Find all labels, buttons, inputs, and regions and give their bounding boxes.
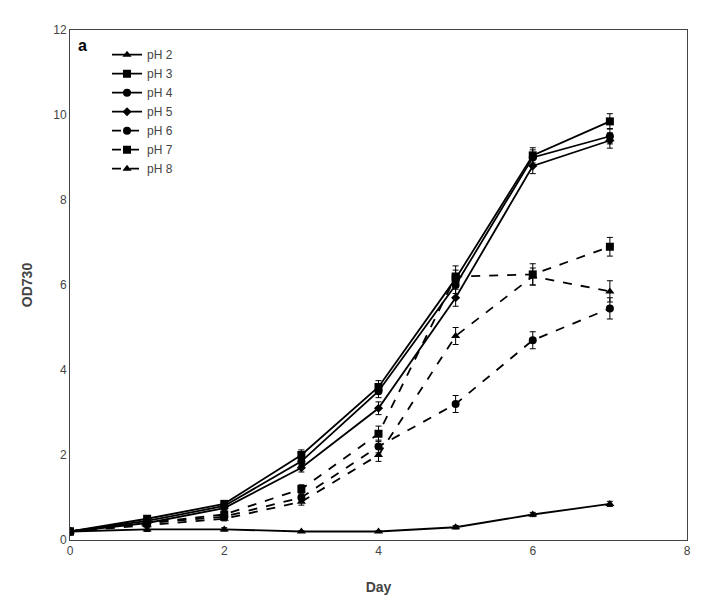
svg-text:4: 4 [60, 363, 67, 377]
svg-text:6: 6 [529, 544, 536, 558]
svg-text:pH 7: pH 7 [147, 143, 173, 157]
svg-text:8: 8 [60, 193, 67, 207]
svg-text:pH 4: pH 4 [147, 86, 173, 100]
svg-text:a: a [78, 37, 87, 54]
svg-text:6: 6 [60, 278, 67, 292]
svg-text:10: 10 [53, 108, 67, 122]
svg-text:12: 12 [53, 23, 67, 37]
svg-text:4: 4 [375, 544, 382, 558]
svg-text:2: 2 [60, 448, 67, 462]
svg-text:0: 0 [60, 533, 67, 547]
svg-text:0: 0 [67, 544, 74, 558]
svg-text:2: 2 [221, 544, 228, 558]
svg-text:pH 5: pH 5 [147, 105, 173, 119]
svg-text:8: 8 [684, 544, 691, 558]
svg-text:OD730: OD730 [19, 263, 35, 308]
svg-text:pH 8: pH 8 [147, 162, 173, 176]
svg-text:Day: Day [366, 579, 392, 595]
svg-text:pH 2: pH 2 [147, 48, 173, 62]
svg-text:pH 6: pH 6 [147, 124, 173, 138]
svg-text:pH 3: pH 3 [147, 67, 173, 81]
